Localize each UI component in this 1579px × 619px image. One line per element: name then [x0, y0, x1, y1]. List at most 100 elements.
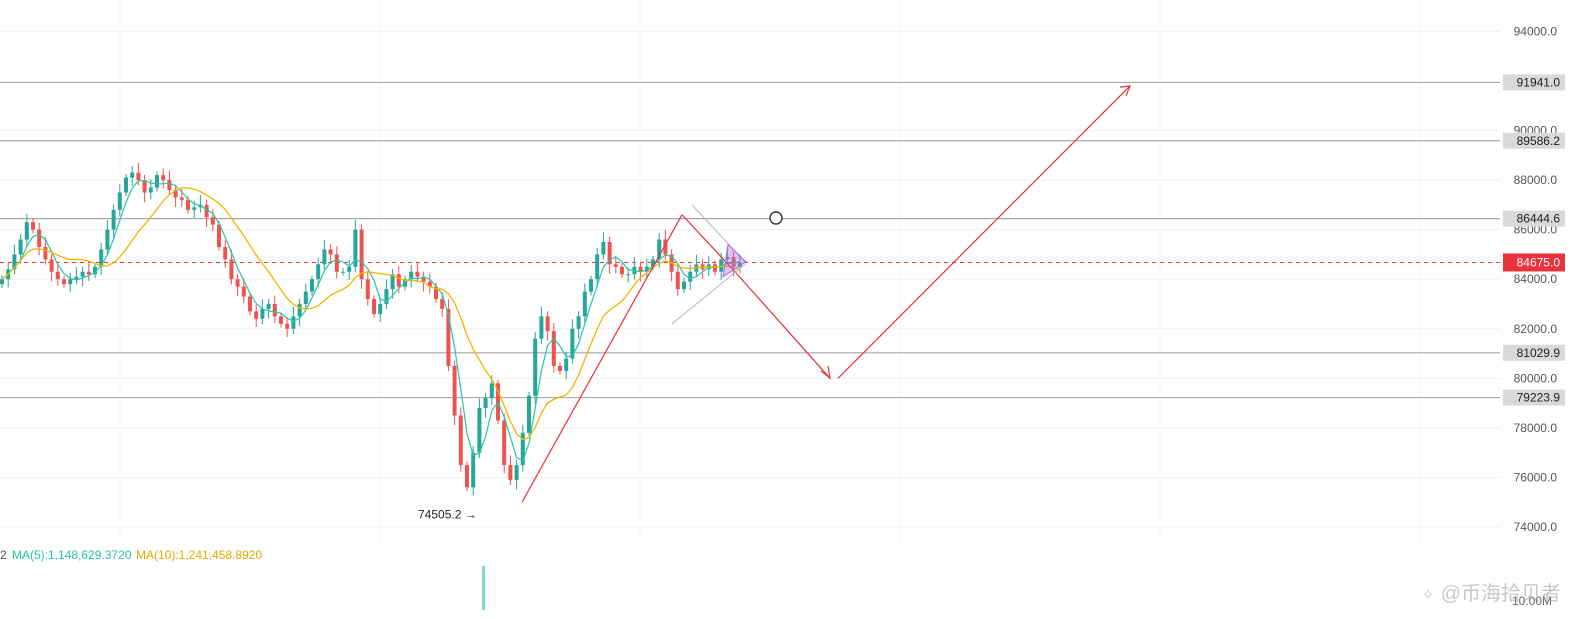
candle-body — [384, 289, 389, 304]
y-tick-label: 78000.0 — [1514, 421, 1558, 435]
candle-body — [179, 197, 184, 200]
candle-body — [688, 271, 693, 282]
current-price-badge — [1503, 253, 1565, 272]
candle-body — [0, 279, 4, 285]
level-badge — [1503, 389, 1565, 406]
level-label: 86444.6 — [1517, 212, 1561, 226]
cursor-circle[interactable] — [769, 211, 783, 225]
candle-body — [266, 303, 271, 309]
candle-body — [347, 266, 352, 272]
price-axis[interactable]: 94000.090000.088000.086000.084000.082000… — [1503, 24, 1565, 534]
projection-down — [681, 214, 831, 379]
candle-body — [204, 204, 209, 218]
candle-body — [638, 266, 643, 272]
level-label: 89586.2 — [1517, 134, 1561, 148]
y-tick-label: 80000.0 — [1514, 371, 1558, 385]
ma-slow-line — [1, 187, 740, 441]
candle-body — [272, 303, 277, 317]
arrow-head — [820, 365, 831, 380]
volume-axis-label: 10.00M — [1512, 594, 1552, 608]
level-badge — [1503, 132, 1565, 149]
candle-body — [713, 264, 717, 272]
y-tick-label: 76000.0 — [1514, 470, 1558, 484]
candle-body — [341, 271, 345, 273]
projection-up — [837, 85, 1131, 379]
candle-body — [334, 254, 339, 272]
candle-body — [105, 229, 110, 250]
level-badge — [1503, 344, 1565, 361]
ma-fast-line — [1, 180, 741, 462]
candle-body — [254, 311, 259, 319]
arrow-head — [1119, 85, 1131, 97]
volume-bar — [482, 566, 485, 610]
candle-body — [576, 316, 581, 329]
candle-body — [458, 415, 463, 466]
volume-ma10-label: MA(10):1,241,458.8920 — [136, 548, 262, 562]
candle-body — [564, 358, 569, 371]
candle-body — [663, 239, 668, 255]
candle-body — [62, 279, 66, 285]
candle-body — [533, 338, 538, 396]
candle-body — [322, 249, 327, 265]
candle-body — [285, 323, 290, 329]
candle-body — [161, 175, 166, 181]
triangle-pattern — [722, 243, 747, 278]
candle-body — [111, 209, 116, 230]
candle-body — [310, 279, 314, 292]
candle-body — [37, 229, 42, 247]
candle-body — [434, 286, 438, 300]
candle-body — [99, 249, 104, 267]
grid — [0, 30, 1500, 528]
candle-body — [409, 271, 414, 280]
candle-body — [626, 274, 631, 276]
candle-body — [93, 266, 97, 275]
candle-body — [378, 303, 383, 314]
candle-body — [142, 180, 147, 193]
volume-pane: 2 MA(5):1,148,629.3720 MA(10):1,241,458.… — [0, 548, 1552, 610]
candle-body — [173, 189, 178, 198]
volume-ma5-label: MA(5):1,148,629.3720 — [12, 548, 132, 562]
trend-line-up — [521, 214, 683, 503]
candle-body — [248, 296, 252, 312]
candle-body — [365, 279, 370, 300]
candle-body — [303, 291, 308, 304]
moving-averages — [1, 180, 741, 462]
candle-body — [483, 398, 488, 409]
candle-body — [372, 299, 376, 314]
candle-body — [725, 256, 730, 260]
candle-body — [210, 217, 215, 225]
level-label: 79223.9 — [1517, 391, 1561, 405]
candle-body — [613, 264, 618, 267]
candle-body — [682, 281, 686, 290]
candle-body — [477, 408, 482, 453]
level-label: 81029.9 — [1517, 346, 1561, 360]
candle-body — [235, 279, 240, 287]
level-label: 91941.0 — [1517, 75, 1561, 89]
candle-body — [657, 239, 662, 260]
candle-body — [24, 222, 29, 240]
candle-body — [452, 365, 457, 416]
candle-body — [675, 271, 680, 290]
candle-body — [427, 281, 432, 287]
y-tick-label: 74000.0 — [1514, 520, 1558, 534]
candle-body — [74, 276, 79, 280]
y-tick-label: 84000.0 — [1514, 272, 1558, 286]
candle-body — [545, 316, 550, 332]
candle-body — [130, 172, 135, 178]
candle-body — [316, 264, 321, 280]
candle-body — [117, 192, 122, 210]
candle-body — [86, 271, 91, 275]
candle-body — [570, 328, 575, 359]
candle-body — [527, 395, 531, 433]
candle-body — [601, 242, 606, 255]
candle-body — [223, 246, 228, 260]
candle-body — [558, 365, 562, 371]
candle-body — [465, 465, 469, 488]
candle-body — [396, 274, 401, 287]
drawings: 74505.2 → — [418, 85, 1131, 521]
candle-body — [148, 187, 153, 193]
candle-body — [217, 224, 221, 247]
candle-body — [508, 465, 513, 480]
candle-body — [260, 308, 265, 319]
